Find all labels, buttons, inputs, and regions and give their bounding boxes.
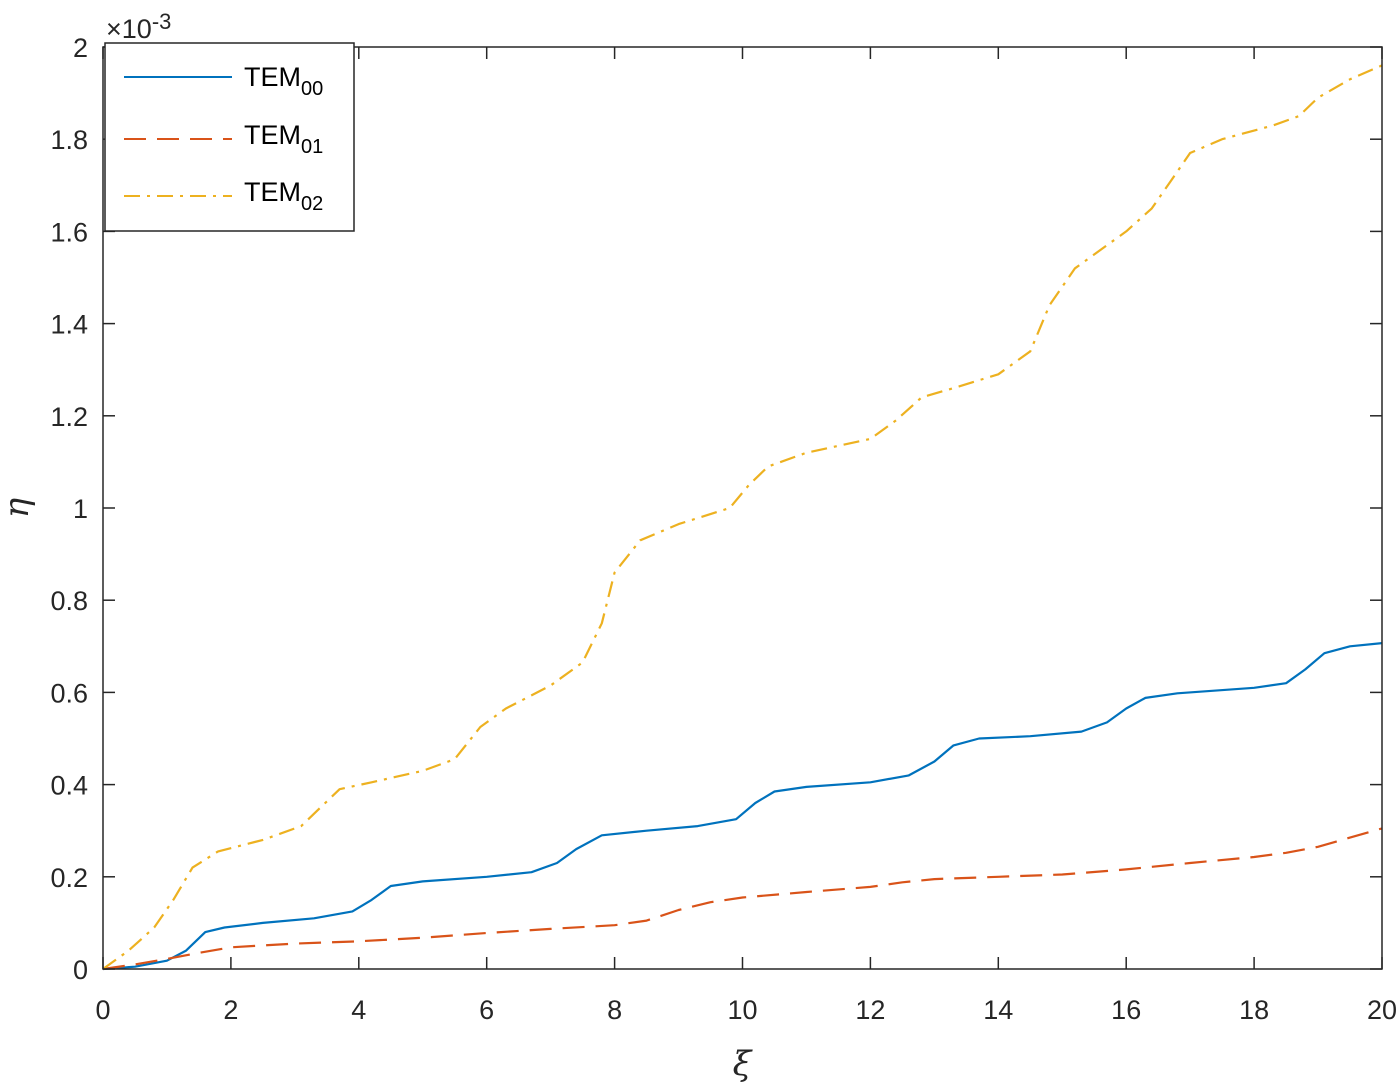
legend-box (104, 42, 355, 232)
y-tick-label: 0.4 (50, 771, 88, 801)
y-exponent-label: ×10-3 (106, 9, 171, 44)
x-tick-label: 20 (1367, 995, 1397, 1025)
series-layer (102, 64, 1383, 971)
legend: TEM00 TEM01 TEM02 (104, 42, 355, 232)
y-exponent-power: -3 (152, 9, 172, 34)
x-tick-label: 12 (855, 995, 885, 1025)
x-tick-label: 0 (95, 995, 110, 1025)
x-tick-label: 4 (351, 995, 366, 1025)
y-tick-label: 0.8 (50, 586, 88, 616)
y-exponent-base: ×10 (106, 14, 152, 44)
x-tick-label: 18 (1239, 995, 1269, 1025)
legend-label-tem00: TEM00 (244, 62, 323, 100)
y-tick-label: 1 (73, 494, 88, 524)
series-line-tem02 (102, 64, 1383, 970)
y-axis-label: η (0, 497, 37, 518)
y-tick-labels: 0 0.2 0.4 0.6 0.8 1 1.2 1.4 1.6 1.8 2 (50, 33, 88, 985)
y-tick-label: 2 (73, 33, 88, 63)
y-tick-label: 1.4 (50, 310, 88, 340)
x-tick-label: 2 (223, 995, 238, 1025)
legend-label-tem02: TEM02 (244, 177, 323, 215)
x-tick-label: 14 (983, 995, 1013, 1025)
y-tick-label: 0 (73, 955, 88, 985)
y-tick-label: 0.6 (50, 678, 88, 708)
x-tick-label: 6 (479, 995, 494, 1025)
y-tick-label: 1.2 (50, 402, 88, 432)
x-tick-labels: 0 2 4 6 8 10 12 14 16 18 20 (95, 995, 1397, 1025)
x-axis-label: ξ (733, 1044, 754, 1084)
x-tick-label: 8 (607, 995, 622, 1025)
y-tick-label: 1.6 (50, 217, 88, 247)
y-tick-label: 1.8 (50, 125, 88, 155)
x-tick-label: 16 (1111, 995, 1141, 1025)
y-tick-label: 0.2 (50, 863, 88, 893)
x-tick-label: 10 (727, 995, 757, 1025)
legend-label-tem01: TEM01 (244, 120, 323, 158)
series-line-tem00 (102, 642, 1383, 971)
series-line-tem01 (102, 827, 1383, 971)
